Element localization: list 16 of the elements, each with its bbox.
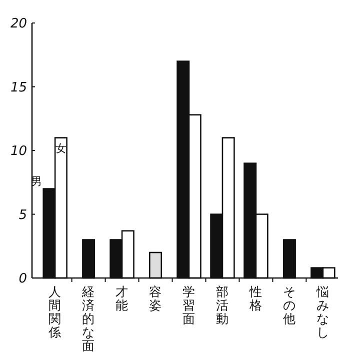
y-tick-label: 0 <box>18 272 27 287</box>
x-tick-label: 人間関係 <box>48 284 62 340</box>
x-tick-label: 部活動 <box>216 284 229 326</box>
series-label: 男 <box>30 174 42 188</box>
x-tick-label: 容姿 <box>149 284 162 312</box>
y-tick-label: 5 <box>18 208 27 223</box>
x-tick-label: 性格 <box>248 284 262 312</box>
x-tick-label: 才能 <box>116 284 129 312</box>
y-tick-label: 15 <box>10 80 27 96</box>
y-tick-label: 10 <box>10 144 27 160</box>
x-tick-label: その他 <box>282 284 296 326</box>
x-tick-label: 学習面 <box>182 284 196 326</box>
y-tick-label: 20 <box>10 16 27 32</box>
x-tick-label: 悩みなし <box>315 284 330 340</box>
x-tick-label: 経済的な面 <box>81 284 96 353</box>
series-label: 女 <box>55 142 66 155</box>
